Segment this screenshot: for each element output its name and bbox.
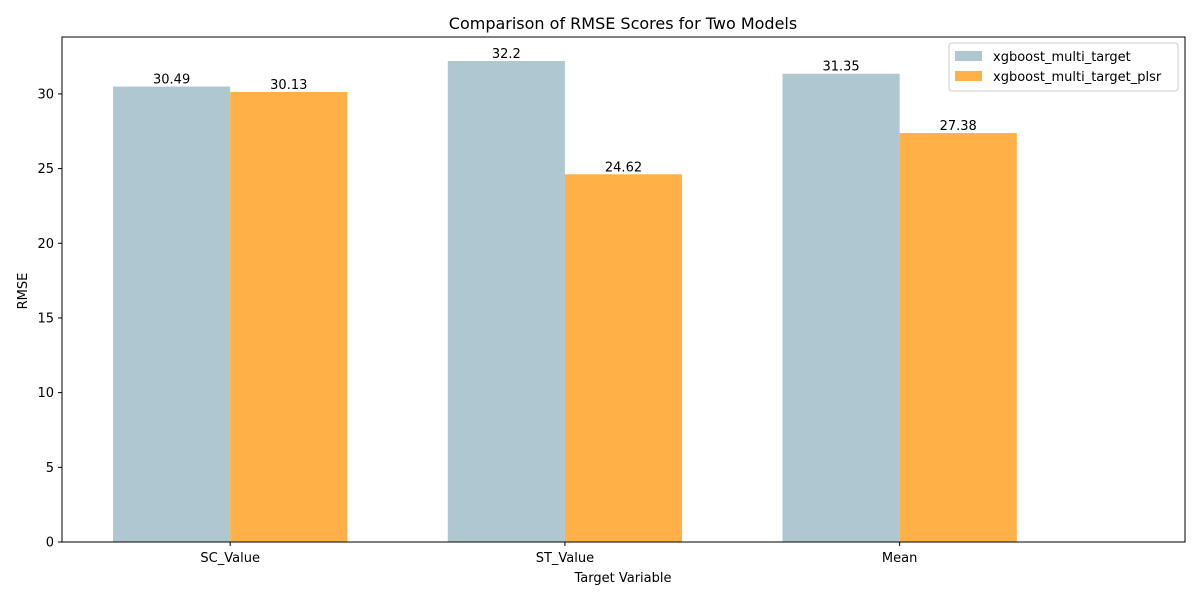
legend: xgboost_multi_target xgboost_multi_target…: [948, 42, 1179, 92]
y-tick-label: 20: [37, 237, 54, 252]
x-tick-label: SC_Value: [200, 551, 260, 566]
bar-value-label: 24.62: [605, 160, 642, 175]
bar: [782, 73, 900, 543]
axes-frame: [61, 36, 1186, 543]
legend-label: xgboost_multi_target_plsr: [993, 70, 1162, 85]
bar-value-label: 31.35: [822, 60, 859, 75]
y-tick-label: 30: [37, 87, 54, 102]
y-tick-label: 5: [46, 461, 54, 476]
legend-label: xgboost_multi_target: [993, 50, 1131, 65]
chart-title: Comparison of RMSE Scores for Two Models: [449, 14, 797, 33]
y-tick-label: 0: [46, 536, 54, 551]
bar: [113, 86, 231, 543]
x-tick-label: ST_Value: [536, 551, 594, 566]
bar-value-label: 27.38: [940, 119, 977, 134]
x-axis-label: Target Variable: [574, 571, 672, 586]
y-axis-label: RMSE: [16, 273, 31, 310]
bar-value-label: 32.2: [492, 47, 521, 62]
y-tick-label: 15: [37, 311, 54, 326]
bar: [230, 91, 348, 542]
legend-box: [948, 42, 1179, 92]
y-tick-label: 10: [37, 386, 54, 401]
legend-swatch: [955, 71, 982, 81]
legend-swatch: [955, 51, 982, 61]
plot-area: 30.49 32.2 31.35 30.13 24.62 27.38 0 5 10 15 20 25 3…: [37, 36, 1186, 566]
x-tick-label: Mean: [882, 551, 917, 566]
bar: [447, 61, 565, 543]
bar-value-label: 30.13: [270, 78, 307, 93]
bar-value-label: 30.49: [153, 73, 190, 88]
bar: [564, 174, 683, 542]
y-tick-label: 25: [37, 162, 54, 177]
bar: [899, 133, 1017, 542]
